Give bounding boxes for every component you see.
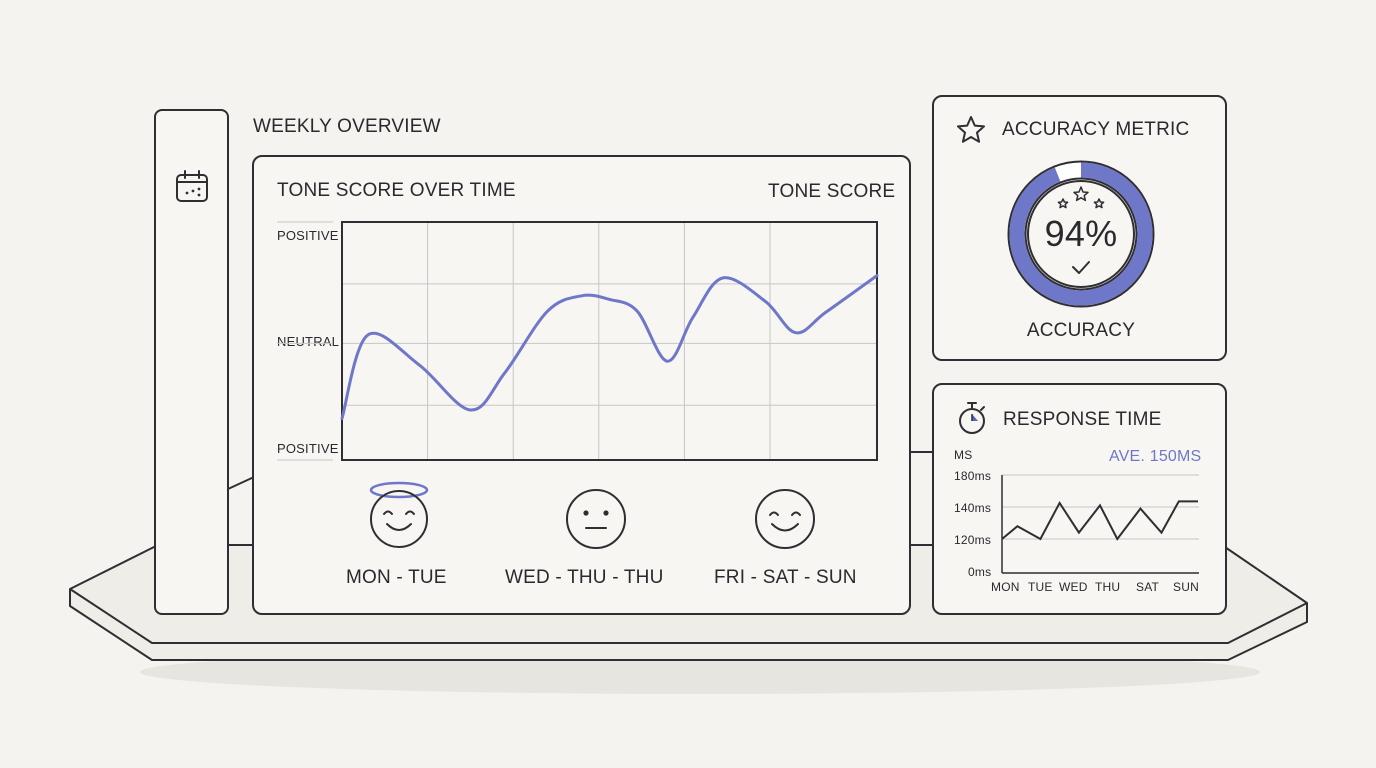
y-label-bottom: POSITIVE bbox=[277, 441, 339, 456]
x-tick-sat: SAT bbox=[1136, 580, 1160, 594]
accuracy-value: 94% bbox=[1044, 213, 1118, 254]
neutral-face-icon bbox=[564, 487, 628, 551]
tone-chart-grid bbox=[277, 221, 877, 461]
page-title: WEEKLY OVERVIEW bbox=[253, 116, 441, 137]
y-label-top: POSITIVE bbox=[277, 228, 339, 243]
mood-label-mon-tue: MON - TUE bbox=[346, 567, 447, 588]
tone-chart-frame bbox=[341, 221, 878, 461]
x-tick-wed: WED bbox=[1059, 580, 1088, 594]
x-tick-thu: THU bbox=[1095, 580, 1121, 594]
accuracy-gauge bbox=[1007, 160, 1155, 308]
response-time-panel bbox=[932, 383, 1227, 615]
check-icon bbox=[1072, 261, 1090, 274]
stopwatch-icon bbox=[956, 401, 988, 435]
y-tick-180ms: 180ms bbox=[954, 469, 992, 483]
tone-score-panel bbox=[252, 155, 911, 615]
y-tick-0ms: 0ms bbox=[968, 565, 992, 579]
y-tick-140ms: 140ms bbox=[954, 501, 992, 515]
mood-label-wed-thu: WED - THU - THU bbox=[505, 567, 664, 588]
response-average: AVE. 150MS bbox=[1109, 448, 1202, 465]
response-unit-label: MS bbox=[954, 448, 973, 462]
mood-label-fri-sun: FRI - SAT - SUN bbox=[714, 567, 857, 588]
x-tick-sun: SUN bbox=[1173, 580, 1199, 594]
calendar-icon[interactable] bbox=[174, 169, 210, 205]
accuracy-gauge-fill bbox=[1009, 162, 1153, 306]
accuracy-caption: ACCURACY bbox=[1026, 320, 1136, 341]
y-label-middle: NEUTRAL bbox=[277, 334, 340, 349]
accuracy-title: ACCURACY METRIC bbox=[1002, 119, 1190, 140]
stars-icon bbox=[1057, 186, 1105, 209]
x-tick-mon: MON bbox=[991, 580, 1020, 594]
tone-chart-legend: TONE SCORE bbox=[768, 181, 896, 202]
tone-series-line bbox=[340, 274, 879, 420]
tone-chart-title: TONE SCORE OVER TIME bbox=[277, 180, 516, 201]
x-tick-tue: TUE bbox=[1028, 580, 1053, 594]
y-tick-120ms: 120ms bbox=[954, 533, 992, 547]
response-time-title: RESPONSE TIME bbox=[1003, 409, 1162, 430]
smile-face-icon bbox=[753, 487, 817, 551]
response-series-line bbox=[1001, 500, 1198, 541]
sidebar bbox=[154, 109, 229, 615]
star-icon bbox=[955, 114, 987, 146]
angel-smile-icon bbox=[366, 481, 432, 551]
